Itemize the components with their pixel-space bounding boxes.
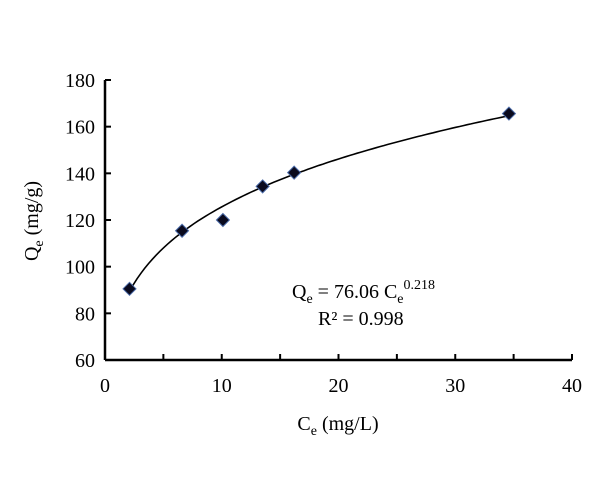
- y-tick-label: 100: [65, 257, 95, 279]
- x-tick-label: 10: [212, 375, 232, 397]
- y-tick-label: 120: [65, 210, 95, 232]
- x-tick-label: 40: [562, 375, 582, 397]
- data-points: [122, 106, 517, 297]
- data-point: [215, 212, 231, 228]
- x-tick-label: 0: [100, 375, 110, 397]
- axes: 60 80 100 120 140 160 180 0 10 20 30 40: [65, 70, 582, 397]
- data-point: [286, 165, 302, 180]
- y-tick-label: 160: [65, 117, 95, 139]
- y-tick-label: 140: [65, 163, 95, 185]
- data-point: [501, 106, 517, 121]
- x-tick-label: 20: [329, 375, 349, 397]
- y-tick-label: 60: [75, 350, 95, 372]
- y-tick-label: 80: [75, 303, 95, 325]
- data-point: [174, 223, 190, 238]
- y-axis-label: Qe (mg/g): [21, 181, 47, 261]
- data-point: [255, 179, 270, 194]
- fit-curve-group: [128, 114, 510, 292]
- r-squared-label: R² = 0.998: [318, 308, 404, 330]
- y-tick-label: 180: [65, 70, 95, 92]
- equation-label: Qe = 76.06 Ce0.218: [292, 278, 435, 307]
- data-point: [122, 281, 137, 297]
- x-tick-label: 30: [445, 375, 465, 397]
- x-axis-label: Ce (mg/L): [297, 413, 378, 439]
- fit-curve: [128, 114, 510, 292]
